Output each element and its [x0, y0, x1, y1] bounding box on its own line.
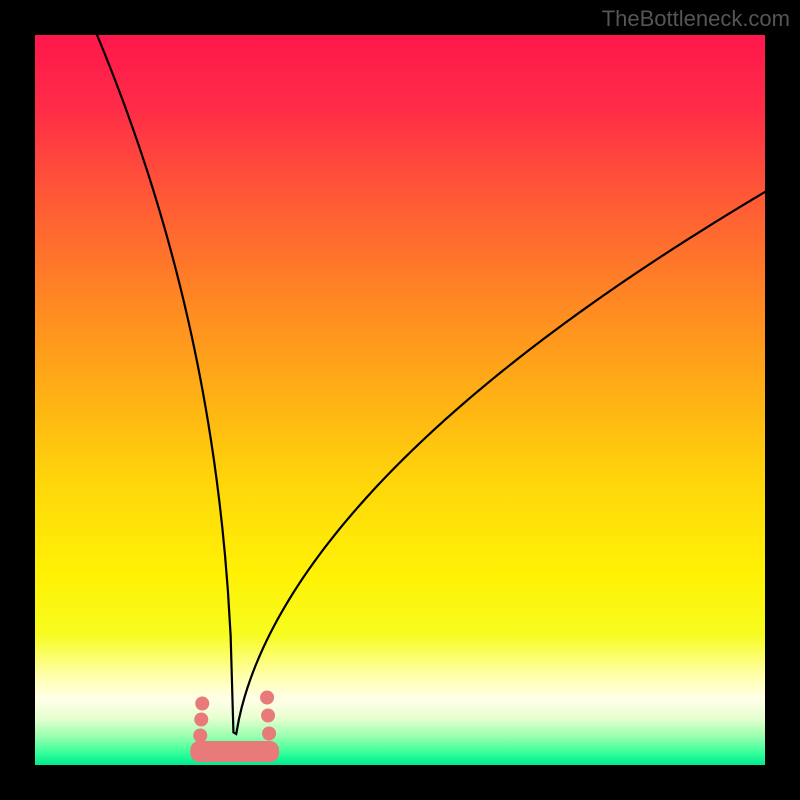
gradient-plot-area [35, 35, 765, 765]
chart-container: TheBottleneck.com [0, 0, 800, 800]
bottleneck-chart [0, 0, 800, 800]
attribution-text: TheBottleneck.com [602, 6, 790, 32]
